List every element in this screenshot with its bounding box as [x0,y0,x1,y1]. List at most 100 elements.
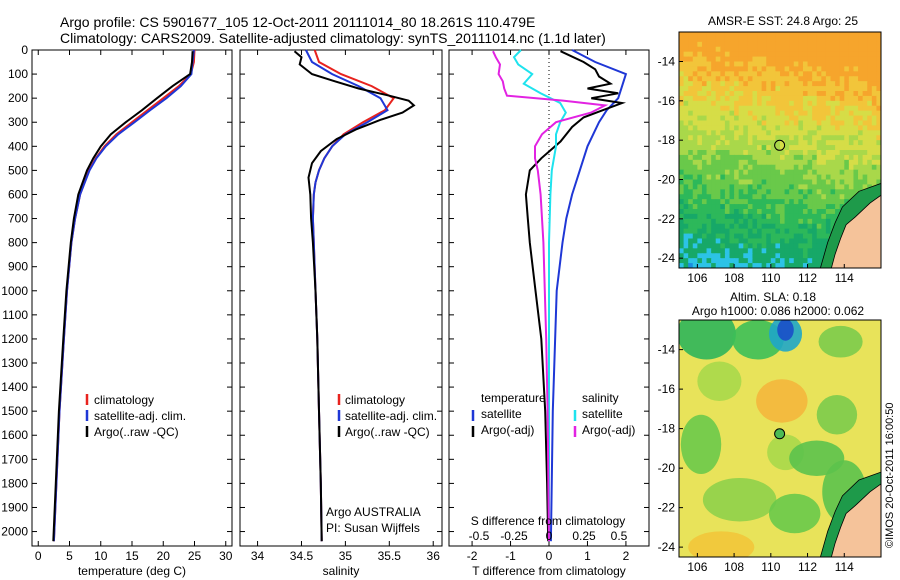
sst-cell [683,86,689,92]
sst-cell [862,76,868,82]
sst-cell [867,105,873,112]
sst-cell [784,130,790,136]
sst-cell [738,223,744,230]
sst-cell [867,46,873,53]
sst-cell [688,169,694,176]
sst-cell [757,164,763,171]
sst-cell [752,218,758,225]
sst-cell [757,66,763,72]
sst-cell [747,135,754,141]
sst-cell [853,159,859,166]
sst-cell [711,41,717,48]
sst-cell [789,228,795,235]
sst-cell [692,140,698,146]
sst-cell [821,41,827,48]
sst-cell [807,145,813,151]
sst-cell [844,164,850,171]
sst-cell [858,51,864,58]
sst-cell [802,228,809,235]
sst-cell [789,130,795,136]
sla-map-subtitle: Argo h1000: 0.086 h2000: 0.062 [692,304,864,318]
sst-cell [858,145,864,151]
sst-cell [789,46,795,53]
sst-cell [844,115,850,122]
sst-cell [757,204,763,210]
sst-cell [807,164,813,171]
sst-cell [807,258,813,264]
sst-cell [715,76,721,82]
sst-cell [816,95,822,102]
sst-cell [830,41,836,48]
sst-cell [835,150,841,156]
sst-cell [738,46,744,53]
sst-cell [679,140,685,146]
sst-cell [876,125,881,131]
sst-cell [812,56,818,63]
sst-cell [802,248,809,254]
sst-cell [711,150,717,156]
sst-cell [683,91,689,97]
sst-cell [825,213,832,220]
sst-cell [697,95,703,102]
sst-cell [734,174,740,181]
sst-cell [701,56,708,63]
sst-cell [743,154,749,161]
sst-cell [679,56,685,63]
sst-cell [844,135,850,141]
sst-cell [692,46,698,53]
sst-cell [848,145,855,151]
sst-cell [747,199,754,205]
sst-cell [802,140,809,146]
sst-cell [844,100,850,107]
sst-cell [858,184,864,190]
sst-cell [711,105,717,112]
lat-tick-label: -24 [658,540,676,554]
sst-cell [752,174,758,181]
sst-cell [784,76,790,82]
sst-cell [743,105,749,112]
sst-cell [775,32,781,38]
sst-cell [747,159,754,166]
sst-cell [734,105,740,112]
sst-cell [711,213,717,220]
sst-cell [839,174,845,181]
sst-cell [697,213,703,220]
sst-cell [821,184,827,190]
sst-cell [793,95,799,102]
sst-cell [706,169,712,176]
sst-cell [729,130,735,136]
sst-cell [862,154,868,161]
sst-cell [743,140,749,146]
sst-cell [683,61,689,68]
sst-cell [738,125,744,131]
sst-cell [757,105,763,112]
sst-cell [871,115,878,122]
sst-cell [715,115,721,122]
sst-cell [798,86,804,92]
sst-cell [752,61,758,68]
sst-cell [688,218,694,225]
sst-cell [752,36,758,43]
sst-cell [761,194,767,200]
sst-cell [711,36,717,43]
sst-cell [761,120,767,127]
sst-cell [738,76,744,82]
sst-cell [807,179,813,186]
sst-cell [839,86,845,92]
sst-cell [848,86,855,92]
sst-cell [738,51,744,58]
sst-cell [738,56,744,63]
sst-cell [816,71,822,77]
sst-cell [706,223,712,230]
sst-cell [711,51,717,58]
sst-cell [867,86,873,92]
sst-cell [802,100,809,107]
sst-cell [793,125,799,131]
sst-cell [867,41,873,48]
sst-cell [729,248,735,254]
sst-cell [688,140,694,146]
sst-cell [743,169,749,176]
sst-cell [738,130,744,136]
sst-cell [876,46,881,53]
sst-cell [747,46,754,53]
